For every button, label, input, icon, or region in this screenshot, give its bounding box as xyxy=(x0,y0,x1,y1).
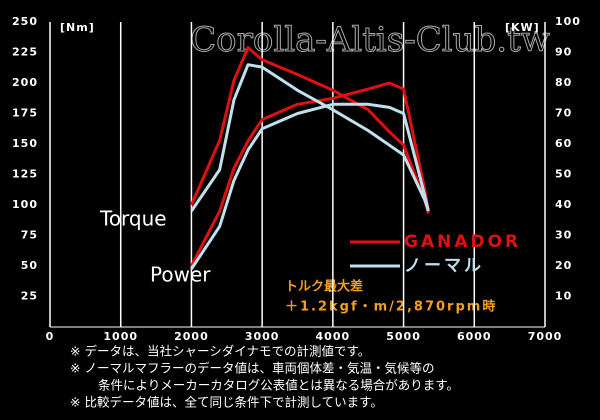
x-tick-label: 4000 xyxy=(316,330,351,343)
y2-tick-label: 10 xyxy=(555,290,572,303)
x-tick-label: 6000 xyxy=(457,330,492,343)
line-power xyxy=(190,102,430,270)
x-tick-label: 3000 xyxy=(245,330,280,343)
y2-unit: [KW] xyxy=(505,21,540,34)
y-tick-label: 50 xyxy=(21,259,38,272)
note: ※ データは、当社シャーシダイナモでの計測値です。 xyxy=(70,344,370,359)
y-tick-label: 250 xyxy=(12,15,38,28)
note: ※ ノーマルマフラーのデータ値は、車両個体差・気温・気候等の xyxy=(70,361,434,376)
y-tick-label: 225 xyxy=(12,46,38,59)
y2-tick-label: 20 xyxy=(555,259,572,272)
y-tick-label: 175 xyxy=(12,107,38,120)
y2-tick-label: 70 xyxy=(555,107,572,120)
watermark: Corolla-Altis-Club.tw xyxy=(190,20,550,60)
legend-label: GANADOR xyxy=(404,232,521,252)
y-tick-label: 150 xyxy=(12,137,38,150)
curve-label: Torque xyxy=(99,207,167,231)
y-tick-label: 25 xyxy=(21,290,38,303)
y2-tick-label: 60 xyxy=(555,137,572,150)
x-tick-label: 0 xyxy=(46,330,55,343)
annotation: ＋1.2kgf・m/2,870rpm時 xyxy=(285,299,497,315)
line-torque xyxy=(190,46,430,214)
y2-tick-label: 80 xyxy=(555,76,572,89)
x-tick-label: 7000 xyxy=(528,330,563,343)
y2-tick-label: 100 xyxy=(555,15,581,28)
y-tick-label: 125 xyxy=(12,168,38,181)
note: ※ 比較データ値は、全て同じ条件下で計測しています。 xyxy=(70,395,383,410)
x-tick-label: 1000 xyxy=(103,330,138,343)
x-tick-label: 5000 xyxy=(386,330,421,343)
annotation: トルク最大差 xyxy=(285,279,363,295)
note: 条件によりメーカーカタログ公表値とは異なる場合があります。 xyxy=(98,378,459,393)
x-tick-label: 2000 xyxy=(174,330,209,343)
y-tick-label: 75 xyxy=(21,229,38,242)
y2-tick-label: 90 xyxy=(555,46,572,59)
curve-label: Power xyxy=(150,263,211,287)
y2-tick-label: 40 xyxy=(555,198,572,211)
y-unit: [Nm] xyxy=(60,21,95,34)
legend-label: ノーマル xyxy=(404,256,484,276)
y2-tick-label: 30 xyxy=(555,229,572,242)
line-torque xyxy=(190,63,430,212)
y-tick-label: 200 xyxy=(12,76,38,89)
y-tick-label: 100 xyxy=(12,198,38,211)
y2-tick-label: 50 xyxy=(555,168,572,181)
